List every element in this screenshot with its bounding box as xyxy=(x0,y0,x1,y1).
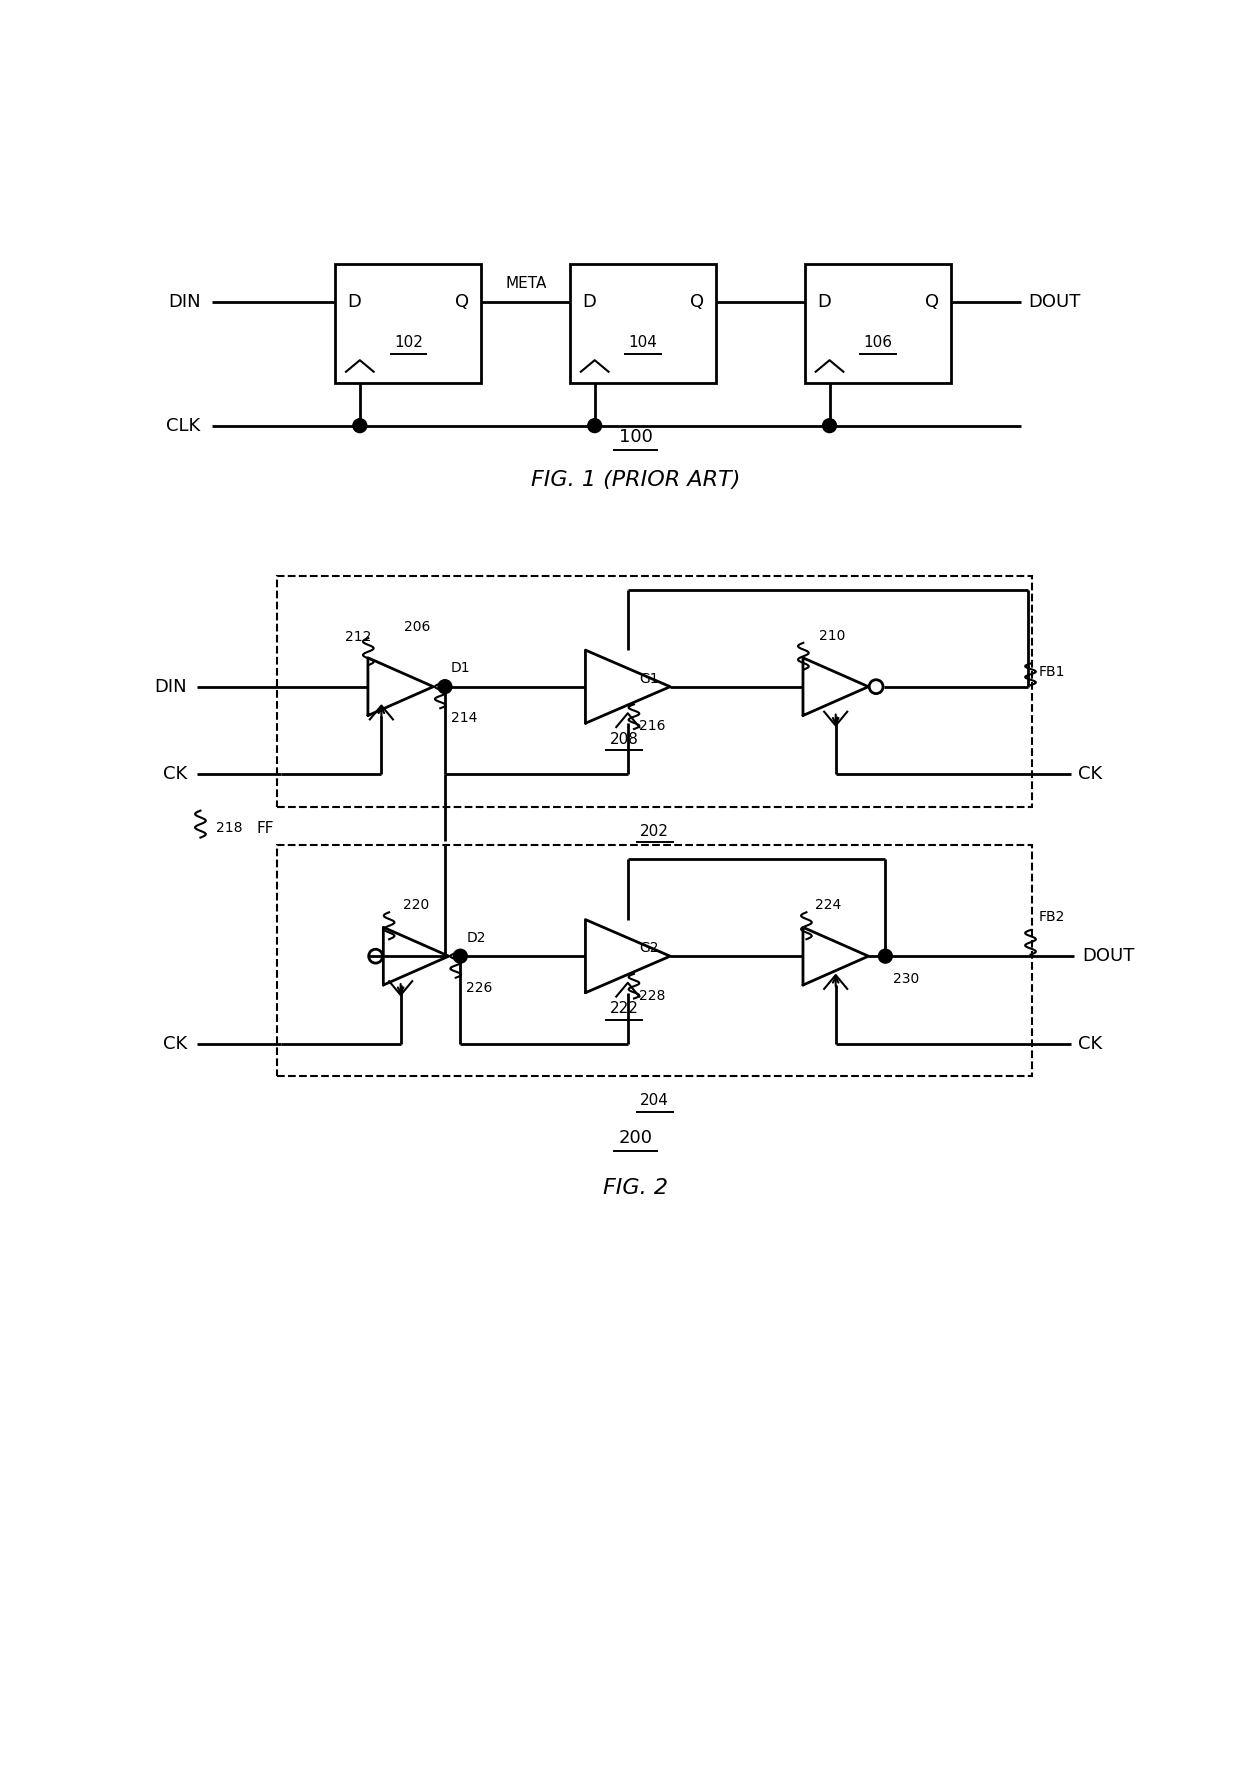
Circle shape xyxy=(878,948,893,963)
Text: 212: 212 xyxy=(345,630,372,645)
Circle shape xyxy=(353,419,367,433)
Text: 224: 224 xyxy=(815,897,841,911)
Text: META: META xyxy=(505,275,547,291)
Circle shape xyxy=(588,419,601,433)
Text: DOUT: DOUT xyxy=(1028,293,1080,311)
Text: 206: 206 xyxy=(404,620,430,634)
Text: 230: 230 xyxy=(893,971,919,986)
Text: D: D xyxy=(817,293,831,311)
Text: 204: 204 xyxy=(640,1094,670,1108)
Text: DIN: DIN xyxy=(155,678,187,696)
Text: 226: 226 xyxy=(466,980,492,995)
Text: Q: Q xyxy=(689,293,704,311)
Text: G1: G1 xyxy=(640,671,658,686)
Text: Q: Q xyxy=(925,293,939,311)
Text: CK: CK xyxy=(1079,765,1102,783)
Text: 100: 100 xyxy=(619,428,652,446)
Text: 102: 102 xyxy=(394,336,423,350)
Text: 222: 222 xyxy=(610,1002,639,1016)
Text: 208: 208 xyxy=(610,732,639,746)
Text: FF: FF xyxy=(257,821,274,836)
Text: FIG. 1 (PRIOR ART): FIG. 1 (PRIOR ART) xyxy=(531,469,740,490)
Text: DIN: DIN xyxy=(167,293,201,311)
Text: FB1: FB1 xyxy=(1038,664,1065,678)
Text: 200: 200 xyxy=(619,1130,652,1147)
Circle shape xyxy=(822,419,837,433)
Text: 218: 218 xyxy=(216,821,242,835)
Text: 104: 104 xyxy=(629,336,657,350)
Text: 214: 214 xyxy=(451,712,477,725)
Text: FIG. 2: FIG. 2 xyxy=(603,1177,668,1199)
Text: D: D xyxy=(583,293,596,311)
Text: CK: CK xyxy=(1079,1035,1102,1053)
Bar xyxy=(335,265,481,384)
Text: CK: CK xyxy=(164,1035,187,1053)
Circle shape xyxy=(438,680,451,694)
Text: CK: CK xyxy=(164,765,187,783)
Text: 220: 220 xyxy=(403,897,429,911)
Text: D: D xyxy=(347,293,361,311)
Bar xyxy=(278,845,1032,1076)
Bar xyxy=(805,265,951,384)
Text: 106: 106 xyxy=(863,336,893,350)
Text: D2: D2 xyxy=(466,931,486,945)
Text: 228: 228 xyxy=(640,989,666,1002)
Text: DOUT: DOUT xyxy=(1083,947,1135,964)
Text: 202: 202 xyxy=(640,824,670,838)
Text: CLK: CLK xyxy=(166,417,201,435)
Text: FB2: FB2 xyxy=(1038,909,1065,924)
Text: D1: D1 xyxy=(451,661,471,675)
Text: G2: G2 xyxy=(640,941,658,955)
Text: 216: 216 xyxy=(640,719,666,733)
Bar xyxy=(278,575,1032,806)
Text: Q: Q xyxy=(455,293,469,311)
Bar xyxy=(570,265,717,384)
Text: 210: 210 xyxy=(818,629,844,643)
Circle shape xyxy=(454,948,467,963)
